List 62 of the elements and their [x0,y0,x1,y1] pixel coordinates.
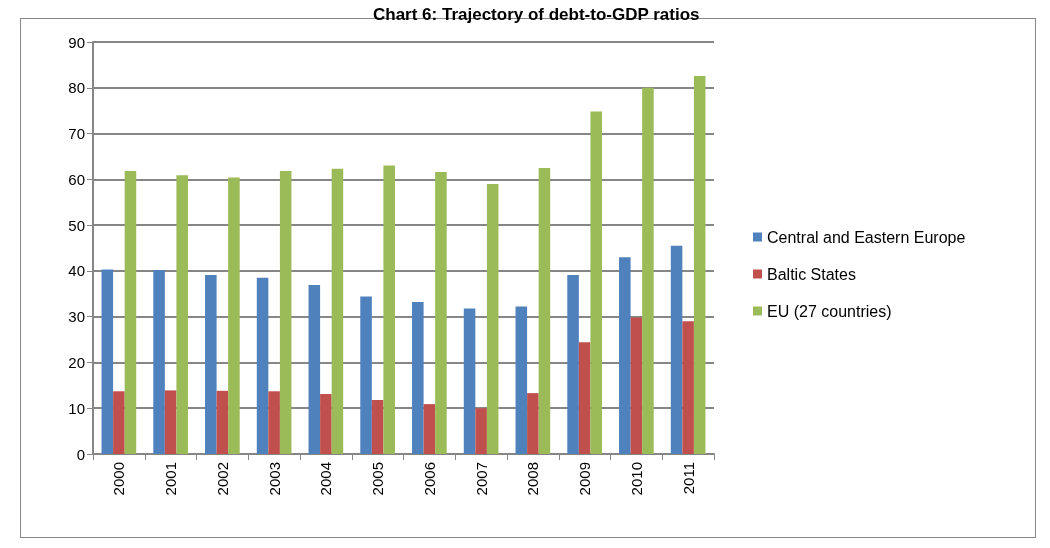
bar [630,317,643,454]
bar [423,404,436,454]
x-tick-label: 2005 [369,462,387,496]
x-tick-label: 2007 [472,462,490,496]
bar [331,168,344,454]
bar [435,172,447,454]
bar [153,269,165,454]
bar [412,302,424,454]
y-tick-label: 10 [68,399,85,417]
bar [279,171,292,454]
bar [256,277,269,454]
legend-label: Baltic States [767,265,856,283]
bar [486,183,499,454]
x-tick-label: 2011 [679,462,697,495]
bar [682,321,694,454]
x-tick-label: 2002 [213,462,231,496]
bar [567,275,579,454]
bar [463,308,476,454]
bar [538,167,551,454]
bar [164,390,177,454]
x-tick-label: 2009 [576,462,594,496]
bar [383,165,395,454]
bar [578,342,591,454]
bar [693,75,706,454]
y-tick-label: 40 [68,262,85,280]
bar [228,177,240,454]
chart-title: Chart 6: Trajectory of debt-to-GDP ratios [373,5,700,24]
bar [670,245,683,454]
y-tick-label: 90 [68,33,85,51]
x-tick-label: 2000 [110,462,128,496]
x-tick-label: 2010 [627,462,645,496]
x-tick-label: 2004 [317,462,335,496]
x-tick-label: 2001 [162,462,180,496]
y-tick-label: 0 [76,445,85,463]
bar [619,257,631,454]
bar [124,171,137,454]
bar [268,391,280,454]
y-tick-label: 80 [68,79,85,97]
bar [515,306,528,454]
bar [360,296,372,454]
y-tick-label: 20 [68,353,85,371]
y-tick-label: 30 [68,308,85,326]
y-tick-label: 70 [68,125,85,143]
bar [113,391,125,454]
bar [475,408,487,454]
bar [371,399,384,454]
bar [176,175,188,454]
bar [527,393,539,454]
x-tick-label: 2006 [420,462,438,496]
bar [308,285,321,454]
bar [642,87,654,454]
bar [216,390,229,454]
bar [590,111,602,454]
bar [101,269,114,454]
bar [320,394,332,454]
x-tick-label: 2003 [265,462,283,496]
legend-label: EU (27 countries) [767,302,892,320]
bar [205,275,217,454]
y-tick-label: 50 [68,216,85,234]
legend-label: Central and Eastern Europe [767,228,966,246]
x-tick-label: 2008 [524,462,542,496]
y-tick-label: 60 [68,170,85,188]
